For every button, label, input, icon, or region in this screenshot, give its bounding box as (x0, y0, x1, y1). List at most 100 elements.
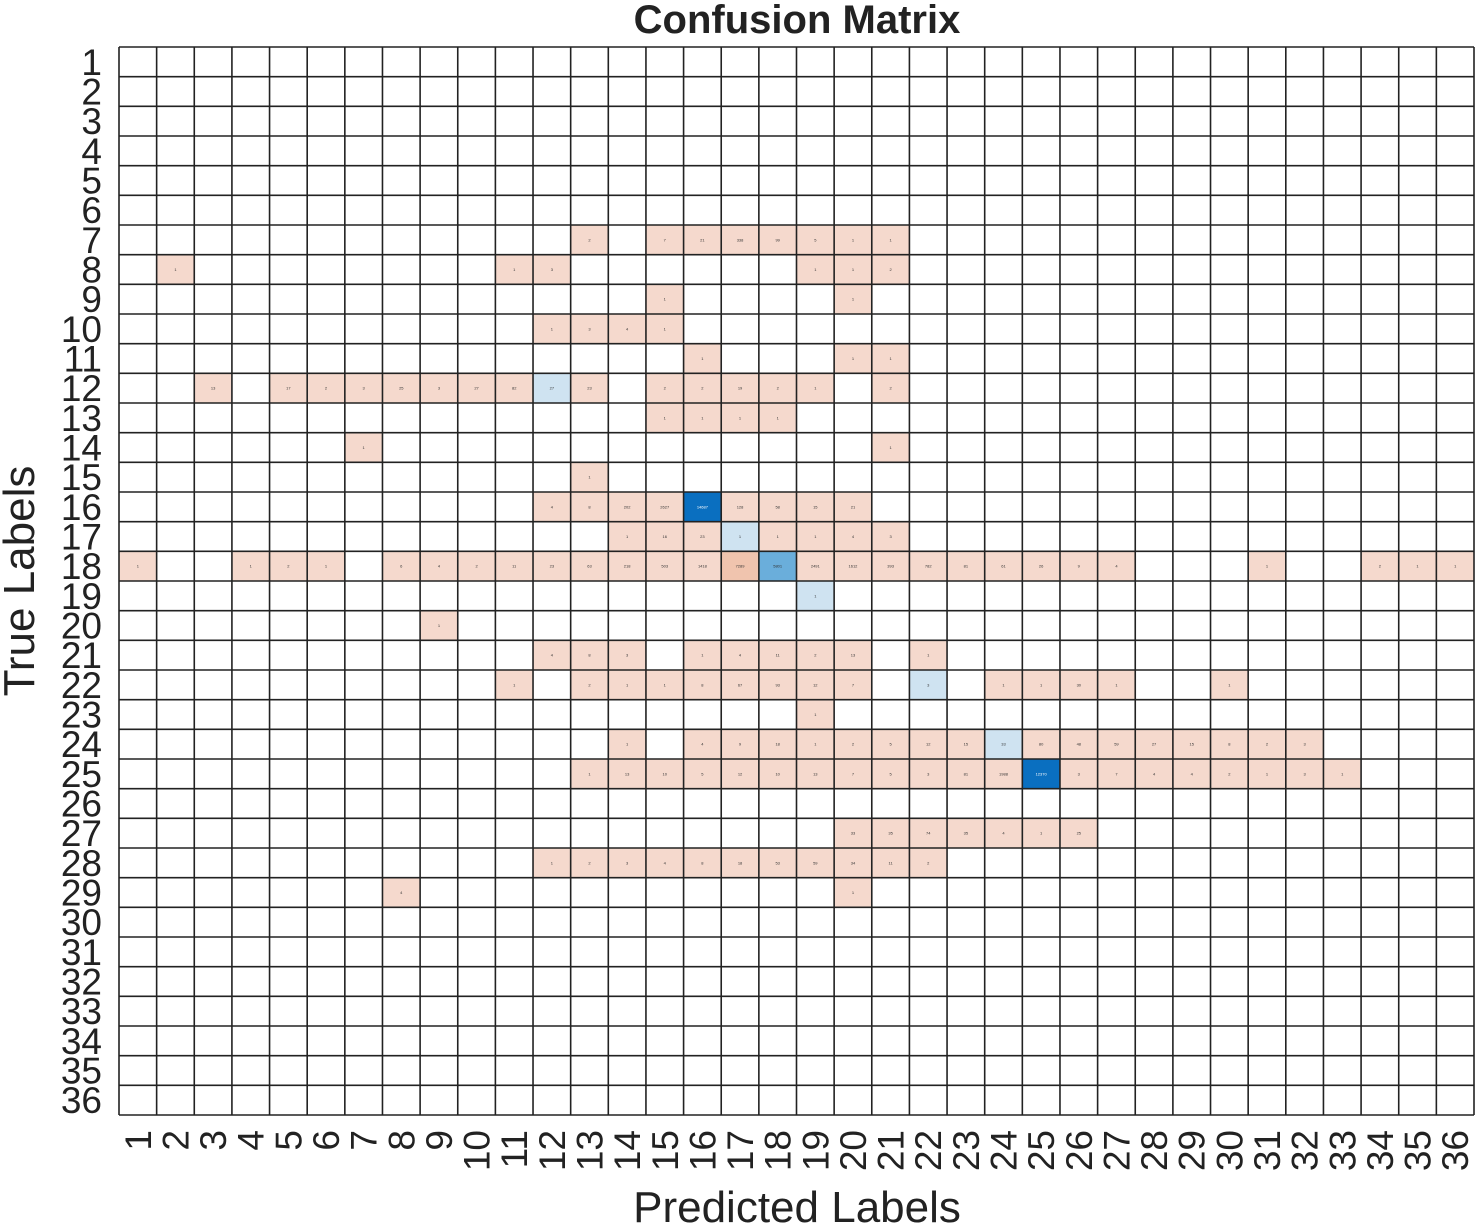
heatmap-cell-r28-c20 (834, 848, 872, 878)
cell-value-r18-c17: 7289 (736, 564, 746, 569)
heatmap-cell-r10-c14 (608, 314, 646, 344)
heatmap-cell-r27-c21 (871, 818, 910, 848)
cell-value-r12-c9: 3 (438, 386, 441, 391)
cell-value-r14-c21: 1 (889, 445, 892, 450)
heatmap-cell-r27-c20 (834, 818, 872, 848)
cell-value-r10-c13: 3 (588, 326, 591, 331)
heatmap-cell-r18-c31 (1248, 551, 1286, 581)
x-tick-label: 23 (946, 1130, 987, 1171)
cell-value-r25-c29: 4 (1191, 771, 1194, 776)
cell-value-r16-c19: 15 (813, 504, 818, 509)
heatmap-cell-r25-c33 (1323, 759, 1362, 789)
cell-value-r25-c23: 81 (964, 771, 969, 776)
x-tick-label: 31 (1247, 1130, 1288, 1171)
x-tick-label: 8 (381, 1130, 422, 1151)
heatmap-cell-r7-c18 (758, 225, 797, 255)
heatmap-cell-r7-c19 (796, 225, 835, 255)
heatmap-cell-r24-c19 (796, 729, 835, 759)
heatmap-cell-r28-c22 (909, 848, 948, 878)
heatmap-cell-r18-c36 (1436, 551, 1474, 581)
heatmap-cell-r18-c10 (457, 551, 496, 581)
cell-value-r12-c18: 2 (777, 386, 780, 391)
y-tick-label: 22 (61, 665, 102, 706)
cell-value-r17-c20: 4 (852, 534, 855, 539)
heatmap-cell-r8-c2 (156, 254, 195, 285)
cell-value-r25-c18: 10 (775, 771, 780, 776)
cell-value-r27-c26: 25 (1077, 831, 1082, 836)
heatmap-cell-r10-c12 (533, 314, 571, 344)
x-tick-label: 1 (118, 1130, 159, 1151)
x-tick-label: 10 (457, 1130, 498, 1171)
x-tick-label: 9 (419, 1130, 460, 1151)
cell-value-r17-c21: 3 (889, 534, 892, 539)
heatmap-cell-r22-c25 (1022, 670, 1060, 700)
cell-value-r10-c14: 4 (626, 326, 629, 331)
cell-value-r21-c22: 1 (927, 653, 930, 658)
cell-value-r16-c18: 58 (775, 504, 780, 509)
cell-value-r7-c18: 99 (775, 237, 780, 242)
heatmap-cell-r20-c9 (420, 610, 458, 641)
cell-value-r22-c18: 93 (775, 682, 780, 687)
x-tick-label: 11 (494, 1130, 535, 1168)
heatmap-cell-r28-c16 (683, 848, 722, 878)
cell-value-r27-c21: 35 (888, 831, 893, 836)
heatmap-cell-r8-c21 (871, 254, 910, 285)
cell-value-r22-c19: 12 (813, 682, 818, 687)
cell-value-r11-c21: 1 (889, 356, 892, 361)
x-tick-label: 24 (984, 1130, 1025, 1171)
heatmap-cell-r22-c16 (683, 670, 722, 700)
heatmap-cell-r21-c17 (721, 640, 759, 670)
heatmap-cell-r27-c25 (1022, 818, 1060, 848)
cell-value-r7-c15: 7 (664, 237, 667, 242)
heatmap-cell-r18-c15 (645, 551, 684, 581)
cell-value-r25-c28: 4 (1153, 771, 1156, 776)
x-tick-label: 5 (268, 1130, 309, 1151)
cell-value-r18-c34: 2 (1379, 564, 1382, 569)
x-tick-label: 16 (682, 1130, 723, 1171)
y-tick-label: 26 (61, 784, 102, 825)
cell-value-r18-c26: 9 (1078, 564, 1081, 569)
heatmap-cell-r24-c25 (1022, 729, 1060, 759)
heatmap-cell-r12-c13 (570, 373, 609, 403)
x-tick-labels: 1234567891011121314151617181920212223242… (118, 1130, 1476, 1171)
x-tick-label: 14 (607, 1130, 648, 1171)
heatmap-cell-r15-c13 (570, 462, 609, 492)
heatmap-grid (118, 46, 1475, 1116)
cell-value-r28-c17: 18 (738, 860, 743, 865)
heatmap-cell-r25-c15 (645, 759, 684, 789)
heatmap-cell-r12-c3 (194, 373, 232, 403)
cell-value-r24-c31: 2 (1266, 742, 1269, 747)
cell-value-r25-c16: 5 (701, 771, 704, 776)
heatmap-cells: 2 7 21 338 99 5 1 11 1 3 1 1 21 11 3 4 11 1 113 17 2 3 25 3 27 82… (119, 225, 1474, 908)
heatmap-cell-r17-c21 (871, 521, 910, 552)
heatmap-cell-r18-c11 (495, 551, 534, 581)
cell-value-r24-c17: 9 (739, 742, 742, 747)
heatmap-cell-r22-c27 (1097, 670, 1136, 700)
cell-value-r9-c20: 1 (852, 297, 855, 302)
heatmap-cell-r21-c12 (533, 640, 571, 670)
cell-value-r24-c26: 48 (1077, 742, 1082, 747)
cell-value-r18-c24: 61 (1001, 564, 1006, 569)
cell-value-r28-c14: 3 (626, 860, 629, 865)
heatmap-cell-r21-c22 (909, 640, 948, 670)
cell-value-r12-c21: 2 (889, 386, 892, 391)
heatmap-cell-r11-c21 (871, 343, 910, 374)
cell-value-r18-c16: 1418 (698, 564, 708, 569)
cell-value-r28-c22: 2 (927, 860, 930, 865)
cell-value-r21-c17: 4 (739, 653, 742, 658)
cell-value-r22-c15: 1 (664, 682, 667, 687)
x-tick-label: 7 (344, 1130, 385, 1151)
cell-value-r25-c20: 7 (852, 771, 855, 776)
heatmap-cell-r25-c24 (984, 759, 1023, 789)
heatmap-cell-r17-c16 (683, 521, 722, 552)
y-tick-label: 4 (81, 131, 102, 172)
y-axis-label: True Labels (0, 466, 44, 697)
cell-value-r17-c17: 1 (739, 534, 742, 539)
heatmap-cell-r24-c28 (1135, 729, 1173, 759)
heatmap-cell-r24-c31 (1248, 729, 1286, 759)
cell-value-r24-c22: 12 (926, 742, 931, 747)
heatmap-cell-r25-c18 (758, 759, 797, 789)
y-tick-label: 27 (61, 813, 102, 854)
cell-value-r28-c13: 2 (588, 860, 591, 865)
